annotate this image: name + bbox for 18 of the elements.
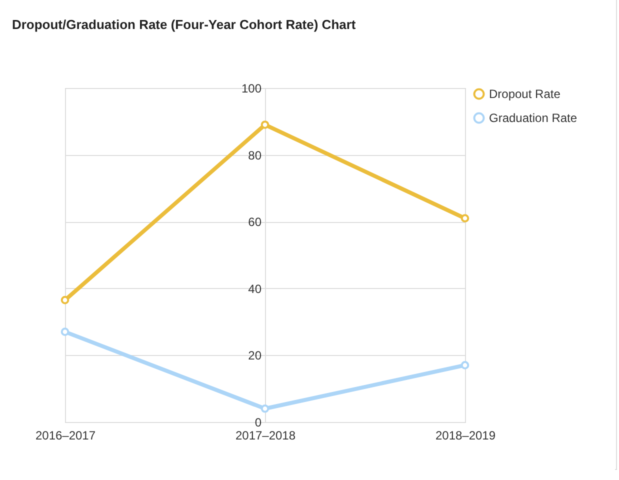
y-tick-label: 100 (241, 82, 262, 96)
y-tick-label: 0 (254, 416, 262, 430)
y-tick-label: 20 (248, 348, 262, 363)
point (60, 328, 70, 336)
y-tick-label: 40 (248, 282, 262, 296)
legend-label: Graduation Rate (489, 111, 578, 125)
x-tick-label: 2018–2019 (435, 428, 496, 442)
y-tick-label: 80 (248, 148, 262, 162)
y-tick-label: 60 (248, 215, 262, 230)
point (60, 296, 70, 304)
chart-title: Dropout/Graduation Rate (Four-Year Cohort Rate) Chart (12, 17, 356, 32)
point (260, 404, 270, 413)
x-tick-label: 2017–2018 (235, 428, 296, 442)
point (260, 120, 270, 129)
legend-label: Dropout Rate (489, 87, 561, 101)
point (460, 361, 470, 370)
point (460, 214, 470, 222)
x-tick-label: 2016–2017 (35, 428, 96, 442)
